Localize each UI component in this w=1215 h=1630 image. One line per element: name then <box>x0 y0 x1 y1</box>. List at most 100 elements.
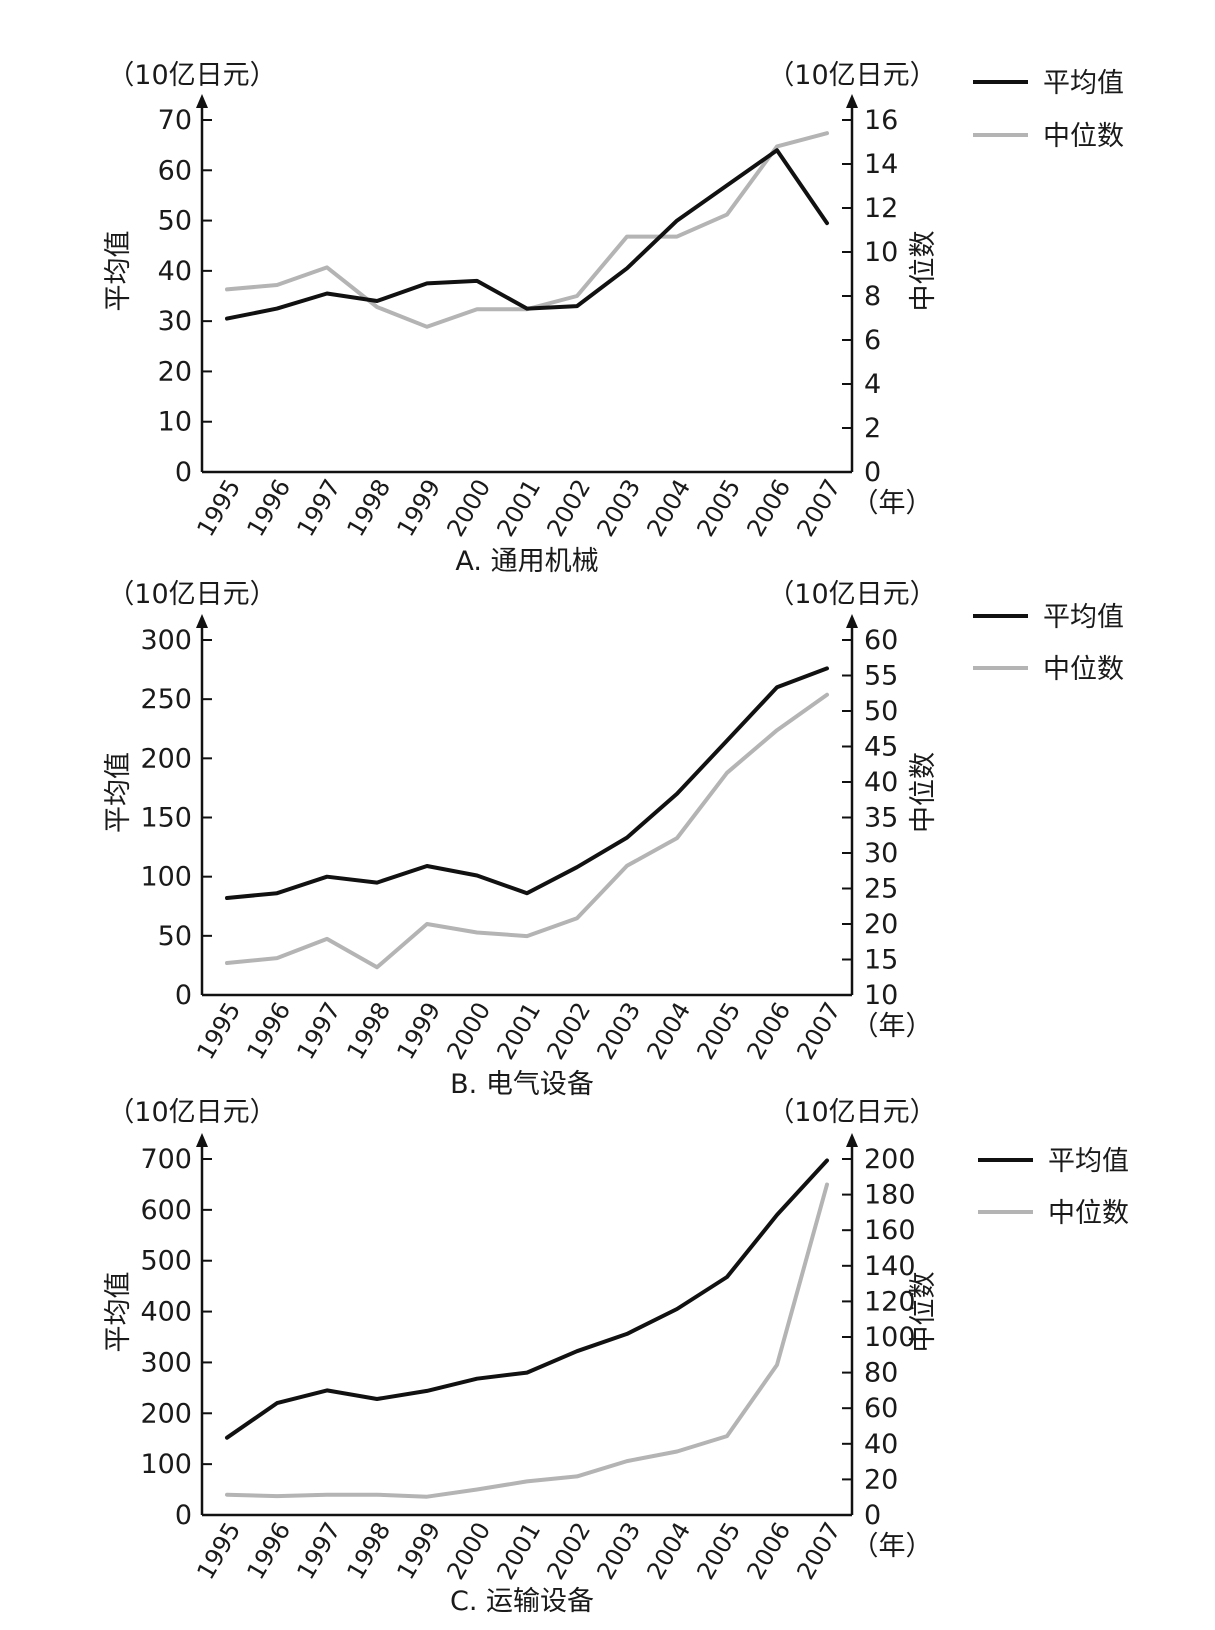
right-tick-label: 100 <box>864 1322 916 1353</box>
year-tick-label: 2003 <box>591 475 646 542</box>
right-unit-label: （10亿日元） <box>767 1097 936 1128</box>
year-tick-label: 2002 <box>541 475 596 542</box>
right-tick-label: 50 <box>864 696 898 727</box>
right-tick-label: 4 <box>864 369 881 400</box>
legend-mean-label: 平均值 <box>1043 68 1124 99</box>
legend-median-label: 中位数 <box>1043 121 1124 152</box>
left-axis-arrow <box>196 614 208 628</box>
chart-panel-3: 0 100 200 300 400 500 600 700 0 20 40 60 80 100 120 140… <box>103 1097 1129 1617</box>
left-unit-label: （10亿日元） <box>107 579 276 610</box>
right-axis-arrow <box>846 614 858 628</box>
chart-panel-1: 0 10 20 30 40 50 60 70 0 2 4 6 8 10 12 14 16 （10亿日元） （10亿日… <box>103 60 1124 577</box>
right-tick-label: 60 <box>864 625 898 656</box>
left-axis-arrow <box>196 1133 208 1147</box>
panel-caption: C. 运输设备 <box>450 1586 594 1617</box>
year-tick-label: 2004 <box>641 998 696 1065</box>
x-unit-label: （年） <box>852 1011 933 1042</box>
right-tick-label: 14 <box>864 149 898 180</box>
right-tick-label: 10 <box>864 980 898 1011</box>
right-tick-label: 0 <box>864 457 881 488</box>
year-tick-label: 2004 <box>641 1518 696 1585</box>
left-tick-label: 30 <box>158 306 192 337</box>
legend-median-label: 中位数 <box>1048 1198 1129 1229</box>
year-tick-label: 1997 <box>291 475 346 542</box>
panel-caption: B. 电气设备 <box>450 1069 594 1100</box>
right-tick-label: 120 <box>864 1286 916 1317</box>
x-unit-label: （年） <box>852 488 933 519</box>
left-tick-label: 100 <box>140 1449 192 1480</box>
year-tick-label: 2000 <box>441 475 496 542</box>
left-tick-label: 40 <box>158 256 192 287</box>
right-axis-title: 中位数 <box>908 752 939 833</box>
left-tick-label: 0 <box>175 1500 192 1531</box>
right-tick-label: 8 <box>864 281 881 312</box>
left-tick-label: 600 <box>140 1195 192 1226</box>
left-tick-label: 0 <box>175 457 192 488</box>
left-tick-label: 200 <box>140 743 192 774</box>
right-tick-label: 35 <box>864 803 898 834</box>
year-tick-label: 2005 <box>691 475 746 542</box>
year-tick-label: 2003 <box>591 1518 646 1585</box>
year-tick-label: 2006 <box>741 475 796 542</box>
legend-median-label: 中位数 <box>1043 654 1124 685</box>
right-unit-label: （10亿日元） <box>767 579 936 610</box>
year-tick-label: 2004 <box>641 475 696 542</box>
panel-caption: A. 通用机械 <box>455 546 598 577</box>
left-axis-title: 平均值 <box>103 752 134 833</box>
right-tick-label: 55 <box>864 661 898 692</box>
year-tick-label: 2006 <box>741 1518 796 1585</box>
left-tick-label: 100 <box>140 862 192 893</box>
year-tick-label: 2003 <box>591 998 646 1065</box>
right-tick-label: 60 <box>864 1393 898 1424</box>
median-series-line <box>225 1182 829 1499</box>
year-tick-label: 1995 <box>191 998 246 1065</box>
year-tick-label: 2007 <box>791 475 846 542</box>
right-tick-label: 10 <box>864 237 898 268</box>
left-tick-label: 50 <box>158 206 192 237</box>
left-unit-label: （10亿日元） <box>107 1097 276 1128</box>
right-axis-arrow <box>846 1133 858 1147</box>
right-tick-label: 140 <box>864 1251 916 1282</box>
right-tick-label: 45 <box>864 732 898 763</box>
left-tick-label: 70 <box>158 105 192 136</box>
chart-panel-2: 0 50 100 150 200 250 300 10 15 20 25 30 35 40 45 50 55 60… <box>103 579 1124 1100</box>
left-tick-label: 500 <box>140 1246 192 1277</box>
year-tick-label: 1998 <box>341 475 396 542</box>
right-tick-label: 20 <box>864 1464 898 1495</box>
right-tick-label: 6 <box>864 325 881 356</box>
year-tick-label: 1996 <box>241 998 296 1065</box>
year-tick-label: 1998 <box>341 998 396 1065</box>
left-axis-title: 平均值 <box>103 231 134 312</box>
left-tick-label: 700 <box>140 1144 192 1175</box>
right-axis-arrow <box>846 94 858 108</box>
mean-series-line <box>225 666 829 900</box>
year-tick-label: 1998 <box>341 1518 396 1585</box>
legend-mean-label: 平均值 <box>1043 602 1124 633</box>
right-tick-label: 80 <box>864 1358 898 1389</box>
right-tick-label: 40 <box>864 767 898 798</box>
left-axis-arrow <box>196 94 208 108</box>
right-tick-label: 160 <box>864 1215 916 1246</box>
right-tick-label: 180 <box>864 1180 916 1211</box>
year-tick-label: 1995 <box>191 475 246 542</box>
right-tick-label: 15 <box>864 945 898 976</box>
mean-series-line <box>225 1158 829 1440</box>
mean-series-line <box>225 148 829 321</box>
right-unit-label: （10亿日元） <box>767 60 936 91</box>
x-unit-label: （年） <box>852 1531 933 1562</box>
year-tick-label: 2001 <box>491 1518 546 1585</box>
year-tick-label: 2002 <box>541 998 596 1065</box>
year-tick-label: 2000 <box>441 1518 496 1585</box>
year-tick-label: 2002 <box>541 1518 596 1585</box>
right-axis-title: 中位数 <box>908 231 939 312</box>
year-tick-label: 1999 <box>391 475 446 542</box>
year-tick-label: 2005 <box>691 998 746 1065</box>
right-tick-label: 16 <box>864 105 898 136</box>
year-tick-label: 2005 <box>691 1518 746 1585</box>
year-tick-label: 1997 <box>291 1518 346 1585</box>
right-tick-label: 200 <box>864 1144 916 1175</box>
median-series-line <box>225 692 829 970</box>
